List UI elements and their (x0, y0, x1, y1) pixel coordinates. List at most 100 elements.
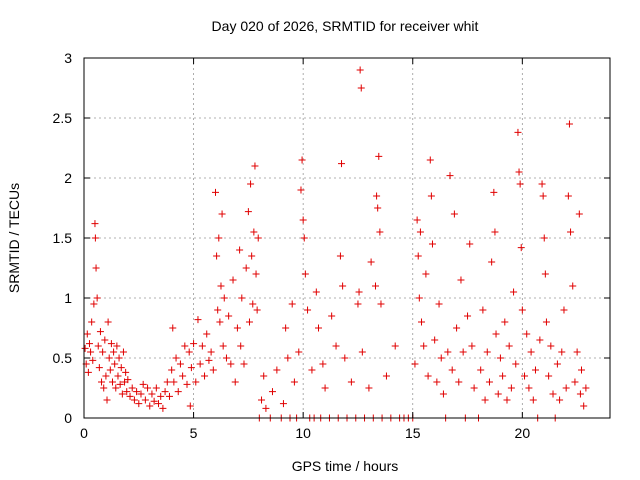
data-point (321, 384, 329, 392)
data-point (494, 390, 502, 398)
data-point (248, 252, 256, 260)
data-point (428, 240, 436, 248)
data-point (371, 282, 379, 290)
data-point (567, 228, 575, 236)
x-axis-ticks: 0 5 10 15 20 (80, 58, 530, 441)
data-point (459, 348, 467, 356)
x-tick-label: 0 (80, 425, 88, 441)
data-point (391, 342, 399, 350)
data-point (355, 288, 363, 296)
data-point (347, 378, 355, 386)
data-point (209, 366, 217, 374)
data-point (268, 388, 276, 396)
data-point (130, 396, 138, 404)
data-point (488, 258, 496, 266)
data-point (251, 162, 259, 170)
y-axis-ticks: 0 0.5 1 1.5 2 2.5 3 (53, 50, 610, 426)
data-point (179, 372, 187, 380)
data-point (262, 404, 270, 412)
data-point (198, 342, 206, 350)
data-point (521, 372, 529, 380)
data-point (411, 360, 419, 368)
y-tick-label: 2 (64, 170, 72, 186)
data-point (163, 378, 171, 386)
data-point (492, 330, 500, 338)
data-point (297, 186, 305, 194)
data-point (312, 288, 320, 296)
data-point (91, 220, 99, 228)
data-point (515, 168, 523, 176)
data-point (249, 300, 257, 308)
data-point (217, 282, 225, 290)
data-point (562, 384, 570, 392)
data-point (201, 372, 209, 380)
data-point (477, 366, 485, 374)
data-point (112, 384, 120, 392)
data-point (501, 318, 509, 326)
data-point (373, 192, 381, 200)
data-point (253, 306, 261, 314)
y-tick-label: 0.5 (53, 350, 73, 366)
data-point (176, 360, 184, 368)
data-point (100, 384, 108, 392)
data-point (299, 216, 307, 224)
data-point (466, 240, 474, 248)
data-point (181, 342, 189, 350)
data-point (479, 306, 487, 314)
data-point (505, 342, 513, 350)
data-point (240, 360, 248, 368)
data-point (298, 156, 306, 164)
data-point (288, 300, 296, 308)
data-point (358, 348, 366, 356)
data-point (300, 234, 308, 242)
data-point (279, 400, 287, 408)
data-point (483, 348, 491, 356)
data-point (194, 316, 202, 324)
data-point (517, 244, 525, 252)
data-point (152, 384, 160, 392)
data-point (328, 312, 336, 320)
data-point (141, 396, 149, 404)
data-point (95, 364, 103, 372)
data-point (155, 400, 163, 408)
data-point (91, 234, 99, 242)
data-point (426, 156, 434, 164)
data-point (110, 348, 118, 356)
data-point (227, 360, 235, 368)
data-point (168, 366, 176, 374)
data-point (556, 396, 564, 404)
data-point (133, 388, 141, 396)
data-point (308, 366, 316, 374)
data-point (499, 372, 507, 380)
data-point (512, 360, 520, 368)
data-point (219, 342, 227, 350)
data-point (183, 380, 191, 388)
data-point (481, 396, 489, 404)
data-point (94, 342, 102, 350)
data-point (247, 180, 255, 188)
data-point (238, 294, 246, 302)
data-point (128, 384, 136, 392)
data-point (231, 378, 239, 386)
data-point (553, 360, 561, 368)
data-point (139, 380, 147, 388)
data-point (245, 318, 253, 326)
data-point (470, 384, 478, 392)
data-point (339, 282, 347, 290)
data-point (174, 388, 182, 396)
data-point (439, 390, 447, 398)
data-point (220, 294, 228, 302)
data-point (464, 312, 472, 320)
data-point (81, 344, 89, 352)
data-point (192, 378, 200, 386)
data-point (150, 397, 158, 405)
data-point (92, 264, 100, 272)
data-point (282, 324, 290, 332)
x-tick-label: 15 (405, 425, 421, 441)
data-point (431, 336, 439, 344)
data-point (576, 390, 584, 398)
data-point (84, 368, 92, 376)
data-point (374, 204, 382, 212)
data-point (437, 354, 445, 362)
data-point (144, 384, 152, 392)
